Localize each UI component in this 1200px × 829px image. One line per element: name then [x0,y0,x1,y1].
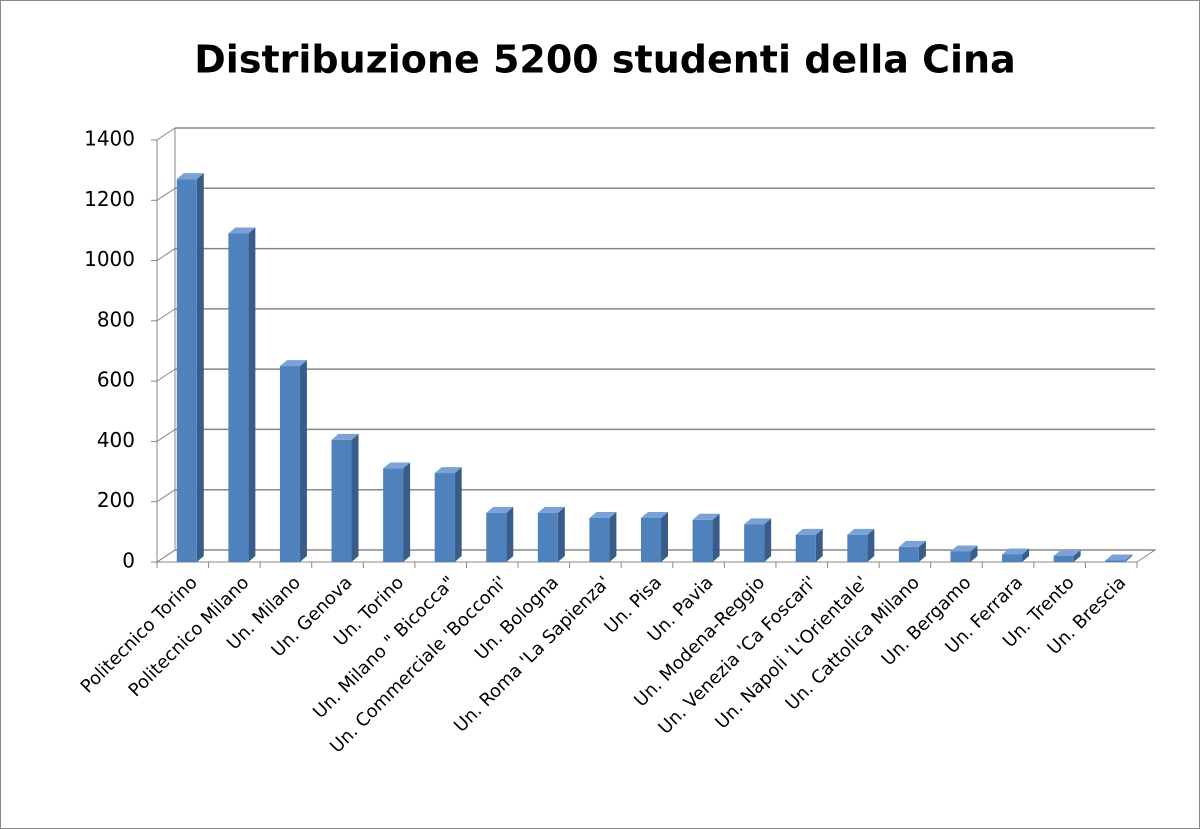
bar-top [279,360,307,367]
bar [641,517,661,562]
bar-top [1105,554,1133,561]
chart-title: Distribuzione 5200 studenti della Cina [194,38,1015,82]
bar-side [661,511,668,562]
bar [434,473,455,562]
bar-top [744,518,772,525]
bar-top [692,513,720,520]
bar-side [970,545,978,562]
y-tick-label: 600 [97,368,135,392]
bar-side [248,227,256,562]
y-tick-label: 1400 [84,127,135,151]
bar-top [950,545,978,552]
grid-depth [156,549,176,563]
bar [1105,560,1126,562]
bar-top [537,506,565,513]
bar-side [815,528,823,562]
bar-top [589,511,617,518]
grid-depth [156,308,176,322]
bar [486,512,507,562]
bar-side [1125,554,1133,562]
bar-side [712,513,720,562]
bar-top [486,506,514,513]
y-tick-label: 1000 [84,247,135,271]
bar-side [918,540,926,562]
bar [537,512,558,562]
bar [898,546,919,562]
bar-side [609,511,617,562]
bar-top [795,528,823,535]
bar [1053,555,1074,562]
bar-side [1022,548,1030,562]
bar-side [351,433,359,562]
bar [176,179,197,562]
grid-depth [156,187,176,201]
y-tick-label: 1200 [84,187,135,211]
bar-top [331,433,359,440]
bar [383,468,404,562]
y-tick-label: 200 [97,488,135,512]
y-tick-label: 800 [97,307,135,331]
bar [1002,554,1023,562]
bar-side [454,467,462,562]
grid-depth [156,248,176,261]
bar-side [196,173,204,562]
bar-top [898,540,926,547]
bar [744,524,765,562]
bar-top [434,467,462,474]
bar [950,551,971,562]
bar-side [1073,549,1081,562]
bar [228,233,249,562]
bar [589,517,610,562]
grid-depth [156,127,176,141]
bar-top [176,173,204,180]
y-tick-label: 400 [97,428,135,452]
bar-top [1053,549,1081,556]
bar-top [641,511,668,518]
grid-depth [156,489,176,503]
bar-top [228,227,256,234]
bar-top [847,528,875,535]
bar-side [299,360,307,562]
bar-top [1002,548,1030,555]
bar [331,439,352,562]
grid-depth [156,368,176,382]
bar-top [383,462,411,469]
bar-side [506,506,514,562]
bar [279,366,300,562]
y-tick-label: 0 [122,549,135,573]
bar-side [867,528,875,562]
grid-depth [156,429,176,442]
bar-side [557,506,565,562]
bar [795,534,816,562]
bar [847,534,868,562]
bar-side [764,518,772,562]
bar-side [403,462,411,562]
bar [692,519,713,562]
